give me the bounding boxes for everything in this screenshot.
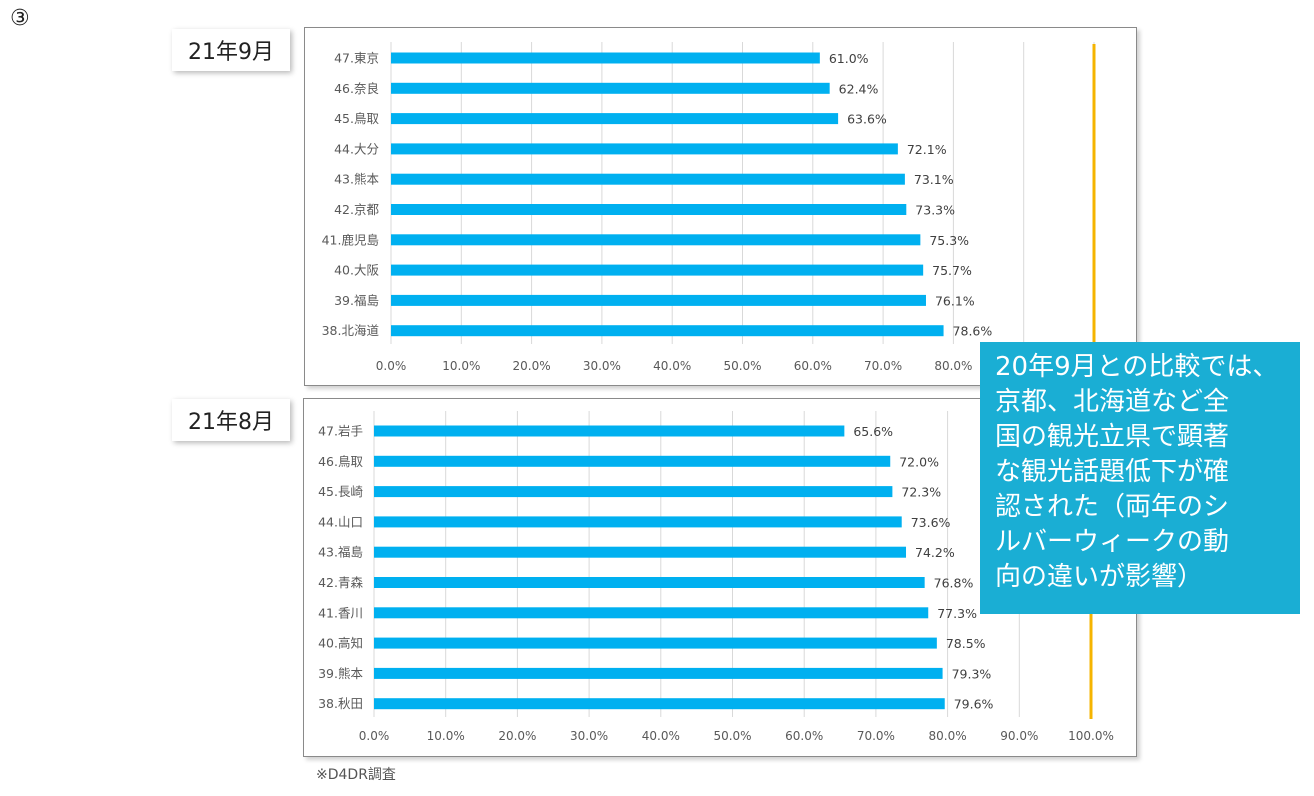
data-label: 62.4% bbox=[839, 81, 879, 96]
data-label: 77.3% bbox=[937, 606, 977, 621]
data-label: 73.6% bbox=[911, 515, 951, 530]
data-label: 72.1% bbox=[907, 142, 947, 157]
callout-line: 国の観光立県で顕著 bbox=[995, 422, 1230, 452]
bar bbox=[374, 455, 891, 467]
chart-sep-2021: 0.0% 10.0% 20.0% 30.0% 40.0% 50.0% 60.0% 70.0% 8… bbox=[304, 27, 1137, 386]
bar bbox=[391, 52, 820, 64]
bar bbox=[374, 577, 925, 588]
chart-sep-2021-plot: 0.0% 10.0% 20.0% 30.0% 40.0% 50.0% 60.0% 70.0% 8… bbox=[322, 42, 1117, 373]
data-label: 63.6% bbox=[847, 112, 887, 127]
data-label: 78.6% bbox=[953, 324, 993, 339]
bar bbox=[391, 264, 924, 276]
data-label: 76.1% bbox=[935, 293, 975, 308]
x-tick-label: 60.0% bbox=[794, 359, 832, 373]
x-tick-label: 40.0% bbox=[653, 359, 691, 373]
section-marker: ③ bbox=[10, 6, 30, 31]
source-note: ※D4DR調査 bbox=[316, 767, 396, 783]
x-tick-label: 50.0% bbox=[723, 359, 761, 373]
category-label: 46.奈良 bbox=[334, 81, 379, 96]
bar bbox=[374, 637, 937, 649]
callout-line: 認された（両年のシ bbox=[995, 492, 1230, 522]
chart-aug-2021-plot: 0.0% 10.0% 20.0% 30.0% 40.0% 50.0% 60.0% 70.0% 8… bbox=[318, 399, 1114, 743]
x-tick-label: 30.0% bbox=[583, 359, 621, 373]
category-label: 45.鳥取 bbox=[334, 111, 379, 126]
callout-line: 京都、北海道など全 bbox=[995, 387, 1230, 417]
x-tick-label: 40.0% bbox=[642, 729, 680, 743]
x-tick-label: 50.0% bbox=[713, 729, 751, 743]
x-tick-label: 80.0% bbox=[934, 359, 972, 373]
x-tick-label: 20.0% bbox=[513, 359, 551, 373]
bar bbox=[391, 204, 907, 215]
bar bbox=[374, 516, 902, 528]
bar bbox=[391, 234, 921, 246]
bar bbox=[391, 143, 898, 155]
category-label: 43.福島 bbox=[318, 545, 363, 560]
x-tick-label: 0.0% bbox=[376, 359, 407, 373]
bar bbox=[374, 546, 907, 558]
callout-line: 向の違いが影響） bbox=[995, 562, 1204, 592]
data-label: 72.0% bbox=[899, 454, 939, 469]
data-label: 61.0% bbox=[829, 51, 869, 66]
bar bbox=[391, 82, 830, 94]
callout-line: ルバーウィークの動 bbox=[995, 527, 1230, 557]
bar bbox=[374, 607, 929, 619]
category-label: 38.北海道 bbox=[322, 323, 380, 338]
x-tick-label: 70.0% bbox=[857, 729, 895, 743]
data-label: 72.3% bbox=[901, 485, 941, 500]
category-label: 46.鳥取 bbox=[318, 454, 363, 469]
category-label: 44.大分 bbox=[334, 141, 379, 156]
data-label: 76.8% bbox=[934, 576, 974, 591]
category-label: 47.岩手 bbox=[318, 424, 363, 439]
bar bbox=[374, 486, 893, 498]
x-tick-label: 60.0% bbox=[785, 729, 823, 743]
data-label: 75.3% bbox=[929, 233, 969, 248]
data-label: 79.3% bbox=[952, 666, 992, 681]
x-tick-label: 0.0% bbox=[359, 729, 390, 743]
bar bbox=[391, 173, 905, 185]
category-label: 40.大阪 bbox=[334, 263, 379, 278]
category-label: 44.山口 bbox=[318, 514, 363, 529]
category-label: 43.熊本 bbox=[334, 172, 379, 187]
category-label: 41.鹿児島 bbox=[322, 232, 379, 247]
callout-line: な観光話題低下が確 bbox=[995, 457, 1230, 487]
callout-line: 20年9月との比較では、 bbox=[995, 352, 1279, 382]
x-tick-label: 30.0% bbox=[570, 729, 608, 743]
chart-title-sep: 21年9月 bbox=[172, 29, 290, 71]
bar bbox=[391, 113, 839, 125]
category-label: 39.熊本 bbox=[318, 666, 363, 681]
data-label: 73.3% bbox=[915, 203, 955, 218]
x-tick-label: 20.0% bbox=[498, 729, 536, 743]
x-tick-label: 100.0% bbox=[1068, 729, 1114, 743]
category-label: 47.東京 bbox=[334, 51, 379, 66]
category-label: 40.高知 bbox=[318, 636, 363, 651]
bar bbox=[374, 425, 845, 437]
data-label: 65.6% bbox=[853, 424, 893, 439]
category-label: 42.京都 bbox=[334, 202, 379, 217]
x-tick-label: 70.0% bbox=[864, 359, 902, 373]
x-tick-label: 10.0% bbox=[442, 359, 480, 373]
bar bbox=[391, 294, 926, 306]
bar bbox=[391, 325, 944, 337]
data-label: 73.1% bbox=[914, 172, 954, 187]
x-tick-label: 90.0% bbox=[1000, 729, 1038, 743]
bar bbox=[374, 698, 945, 710]
category-label: 41.香川 bbox=[318, 605, 363, 620]
category-label: 39.福島 bbox=[334, 293, 379, 308]
data-label: 79.6% bbox=[954, 697, 994, 712]
data-label: 75.7% bbox=[932, 263, 972, 278]
data-label: 78.5% bbox=[946, 636, 986, 651]
x-tick-label: 80.0% bbox=[929, 729, 967, 743]
category-label: 45.長崎 bbox=[318, 484, 363, 499]
comparison-callout: 20年9月との比較では、 京都、北海道など全 国の観光立県で顕著 な観光話題低下が確認… bbox=[980, 342, 1300, 614]
category-label: 42.青森 bbox=[318, 575, 363, 590]
category-label: 38.秋田 bbox=[318, 696, 363, 711]
data-label: 74.2% bbox=[915, 545, 955, 560]
bar bbox=[374, 667, 943, 679]
x-tick-label: 10.0% bbox=[427, 729, 465, 743]
chart-title-aug: 21年8月 bbox=[172, 399, 290, 441]
